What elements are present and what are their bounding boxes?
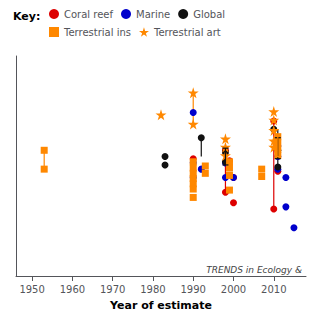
svg-text:Year of estimate: Year of estimate [109, 299, 212, 312]
svg-text:Terrestrial art: Terrestrial art [153, 27, 221, 38]
svg-text:1980: 1980 [140, 284, 165, 295]
svg-text:Terrestrial ins: Terrestrial ins [63, 27, 131, 38]
svg-text:2010: 2010 [261, 284, 286, 295]
svg-text:1970: 1970 [100, 284, 125, 295]
svg-text:1950: 1950 [19, 284, 44, 295]
svg-text:Key:: Key: [13, 10, 40, 23]
svg-text:Global: Global [193, 9, 225, 20]
svg-text:2000: 2000 [221, 284, 246, 295]
svg-text:1990: 1990 [180, 284, 205, 295]
svg-text:Coral reef: Coral reef [64, 9, 113, 20]
svg-text:Marine: Marine [136, 9, 170, 20]
svg-text:1960: 1960 [60, 284, 85, 295]
svg-text:TRENDS in Ecology &: TRENDS in Ecology & [206, 265, 302, 275]
